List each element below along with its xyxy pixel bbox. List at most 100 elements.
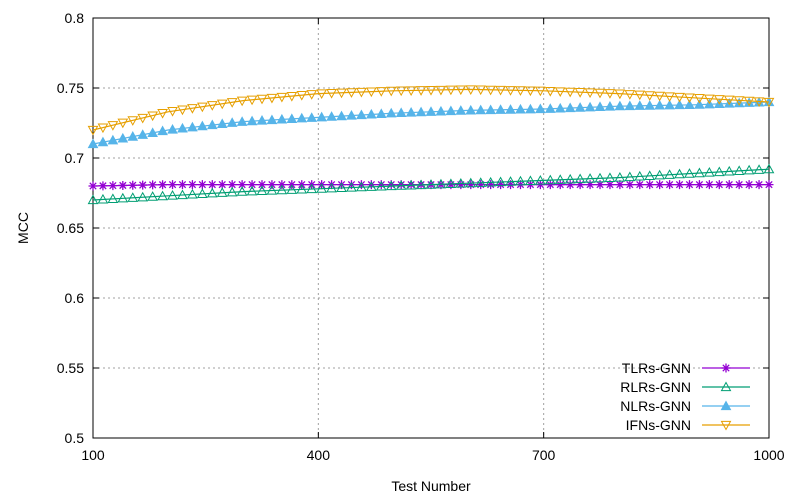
star-marker: [466, 180, 476, 190]
triangle-down-marker: [455, 85, 467, 96]
triangle-down-marker: [664, 92, 675, 102]
triangle-up-marker: [435, 105, 447, 116]
triangle-up-marker: [306, 112, 318, 122]
triangle-up-marker: [674, 99, 685, 110]
legend-item: NLRs-GNN: [620, 398, 750, 414]
series-tlrs-gnn: [88, 180, 774, 191]
star-marker: [675, 180, 685, 190]
triangle-down-marker: [674, 92, 685, 103]
triangle-up-marker: [505, 104, 516, 114]
triangle-down-marker: [644, 91, 656, 101]
triangle-down-marker: [107, 121, 119, 131]
triangle-up-marker: [720, 381, 732, 392]
triangle-up-marker: [375, 108, 387, 118]
star-marker: [734, 180, 744, 190]
triangle-up-marker: [664, 169, 675, 179]
star-marker: [406, 180, 416, 190]
series-ifns-gnn: [87, 85, 775, 136]
star-marker: [138, 180, 148, 190]
triangle-up-marker: [515, 103, 526, 114]
star-marker: [754, 180, 764, 190]
triangle-down-marker: [405, 86, 417, 97]
triangle-up-marker: [167, 190, 178, 200]
triangle-up-marker: [654, 99, 665, 110]
triangle-up-marker: [306, 183, 318, 194]
star-marker: [615, 180, 625, 190]
triangle-up-marker: [495, 104, 506, 114]
triangle-up-marker: [405, 179, 417, 190]
triangle-up-marker: [216, 187, 228, 197]
triangle-down-marker: [366, 87, 377, 98]
triangle-up-marker: [117, 132, 129, 143]
triangle-up-marker: [594, 172, 606, 183]
star-marker: [356, 180, 366, 190]
triangle-up-marker: [544, 174, 556, 185]
x-tick-label: 100: [81, 447, 105, 463]
triangle-up-marker: [167, 123, 178, 134]
triangle-down-marker: [117, 118, 129, 129]
star-marker: [694, 180, 704, 190]
triangle-up-marker: [495, 176, 506, 187]
triangle-down-marker: [574, 88, 586, 98]
star-marker: [217, 180, 227, 190]
star-marker: [565, 180, 575, 190]
triangle-up-marker: [87, 194, 99, 205]
triangle-up-marker: [515, 175, 526, 186]
triangle-down-marker: [445, 85, 457, 96]
star-marker: [187, 180, 197, 190]
triangle-up-marker: [147, 127, 158, 137]
triangle-down-marker: [753, 97, 765, 107]
star-marker: [396, 180, 406, 190]
y-axis-label: MCC: [15, 212, 31, 244]
star-marker: [108, 181, 118, 191]
triangle-up-marker: [97, 193, 109, 204]
star-marker: [148, 180, 158, 190]
star-marker: [277, 180, 287, 190]
triangle-down-marker: [614, 89, 626, 100]
triangle-up-marker: [694, 99, 705, 109]
triangle-up-marker: [713, 166, 725, 177]
triangle-down-marker: [356, 87, 367, 98]
star-marker: [337, 180, 347, 190]
triangle-down-marker: [226, 98, 238, 108]
triangle-up-marker: [236, 116, 248, 126]
star-marker: [625, 180, 635, 190]
triangle-down-marker: [375, 87, 387, 97]
star-marker: [267, 180, 277, 190]
triangle-up-marker: [753, 164, 765, 174]
star-marker: [645, 180, 655, 190]
triangle-up-marker: [684, 168, 695, 178]
triangle-up-marker: [356, 181, 367, 192]
triangle-up-marker: [564, 173, 576, 184]
triangle-down-marker: [544, 86, 556, 97]
legend-item: IFNs-GNN: [626, 417, 750, 433]
star-marker: [197, 180, 207, 190]
triangle-up-marker: [574, 173, 586, 184]
triangle-down-marker: [137, 113, 149, 124]
triangle-down-marker: [197, 102, 208, 113]
triangle-up-marker: [276, 113, 288, 124]
triangle-down-marker: [276, 92, 288, 103]
star-marker: [257, 180, 267, 190]
star-marker: [456, 180, 466, 190]
star-marker: [506, 180, 516, 190]
triangle-up-marker: [216, 118, 228, 129]
triangle-up-marker: [236, 186, 248, 196]
triangle-down-marker: [594, 88, 606, 99]
triangle-down-marker: [713, 95, 725, 105]
series-line: [92, 168, 770, 201]
triangle-down-marker: [733, 96, 745, 106]
triangle-down-marker: [385, 86, 397, 97]
triangle-down-marker: [346, 88, 357, 98]
star-marker: [744, 180, 754, 190]
triangle-up-marker: [246, 115, 258, 126]
triangle-up-marker: [266, 184, 278, 195]
triangle-down-marker: [485, 85, 496, 96]
triangle-up-marker: [535, 174, 546, 185]
triangle-up-marker: [614, 172, 626, 182]
triangle-up-marker: [574, 102, 586, 112]
star-marker: [346, 180, 356, 190]
star-marker: [446, 180, 456, 190]
triangle-up-marker: [694, 167, 705, 178]
triangle-up-marker: [286, 184, 298, 194]
